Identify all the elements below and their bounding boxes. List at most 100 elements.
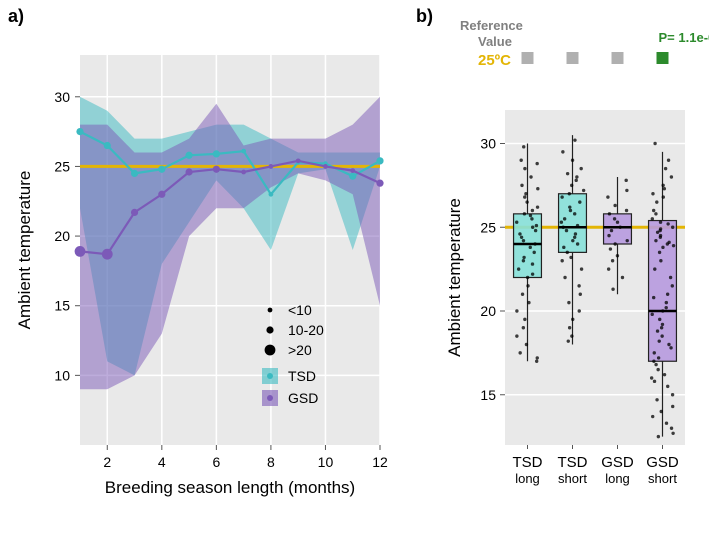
jitter-point: [518, 351, 521, 354]
TSD-point: [185, 152, 192, 159]
jitter-point: [671, 284, 674, 287]
y-tick-label: 10: [54, 367, 70, 383]
jitter-point: [665, 301, 668, 304]
y-tick-label: 30: [54, 89, 70, 105]
legend-size-label: >20: [288, 342, 312, 358]
jitter-point: [616, 254, 619, 257]
x-tick-label: 8: [267, 454, 275, 470]
jitter-point: [650, 376, 653, 379]
jitter-point: [573, 212, 576, 215]
jitter-point: [565, 229, 568, 232]
jitter-point: [570, 334, 573, 337]
jitter-point: [534, 229, 537, 232]
legend-size-dot: [266, 326, 273, 333]
jitter-point: [652, 360, 655, 363]
panelB-label: b): [416, 6, 433, 26]
jitter-point: [568, 192, 571, 195]
jitter-point: [664, 306, 667, 309]
TSD-point: [213, 150, 220, 157]
jitter-point: [607, 267, 610, 270]
x-tick-label: 12: [372, 454, 388, 470]
ref-header: Reference: [460, 18, 523, 33]
jitter-point: [533, 242, 536, 245]
jitter-point: [531, 272, 534, 275]
jitter-point: [523, 167, 526, 170]
x-sub: short: [558, 471, 587, 486]
figure-svg: 246810121015202530Breeding season length…: [0, 0, 709, 534]
legend-series-label: GSD: [288, 390, 318, 406]
jitter-point: [671, 432, 674, 435]
jitter-point: [669, 276, 672, 279]
jitter-point: [569, 209, 572, 212]
jitter-point: [560, 259, 563, 262]
jitter-point: [653, 380, 656, 383]
jitter-point: [563, 217, 566, 220]
legend-series-dot: [267, 373, 273, 379]
jitter-point: [665, 422, 668, 425]
sig-square: [612, 52, 624, 64]
jitter-point: [567, 339, 570, 342]
jitter-point: [535, 360, 538, 363]
jitter-point: [529, 246, 532, 249]
jitter-point: [523, 212, 526, 215]
TSD-point: [241, 149, 246, 154]
sig-square: [567, 52, 579, 64]
jitter-point: [573, 138, 576, 141]
jitter-point: [661, 309, 664, 312]
jitter-point: [531, 226, 534, 229]
jitter-point: [577, 284, 580, 287]
jitter-point: [525, 343, 528, 346]
jitter-point: [560, 221, 563, 224]
jitter-point: [571, 318, 574, 321]
jitter-point: [666, 222, 669, 225]
jitter-point: [659, 221, 662, 224]
jitter-point: [670, 175, 673, 178]
panelA-label: a): [8, 6, 24, 26]
jitter-point: [520, 236, 523, 239]
jitter-point: [654, 212, 657, 215]
jitter-point: [626, 239, 629, 242]
jitter-point: [561, 150, 564, 153]
jitter-point: [656, 329, 659, 332]
GSD-point: [376, 180, 383, 187]
y-axis-title: Ambient temperature: [15, 171, 34, 330]
jitter-point: [529, 214, 532, 217]
jitter-point: [608, 212, 611, 215]
jitter-point: [613, 242, 616, 245]
jitter-point: [515, 309, 518, 312]
jitter-point: [656, 231, 659, 234]
jitter-point: [522, 145, 525, 148]
x-cat: TSD: [558, 454, 588, 471]
jitter-point: [566, 251, 569, 254]
jitter-point: [659, 259, 662, 262]
jitter-point: [613, 217, 616, 220]
jitter-point: [610, 229, 613, 232]
jitter-point: [571, 239, 574, 242]
x-cat: GSD: [601, 454, 634, 471]
x-cat: TSD: [513, 454, 543, 471]
jitter-point: [573, 236, 576, 239]
jitter-point: [656, 368, 659, 371]
x-tick-label: 4: [158, 454, 166, 470]
jitter-point: [625, 189, 628, 192]
y-tick-label: 30: [480, 136, 496, 152]
y-tick-label: 15: [54, 298, 70, 314]
jitter-point: [654, 363, 657, 366]
jitter-point: [667, 159, 670, 162]
jitter-point: [521, 293, 524, 296]
jitter-point: [579, 293, 582, 296]
x-axis-title: Breeding season length (months): [105, 478, 355, 497]
jitter-point: [659, 227, 662, 230]
jitter-point: [560, 195, 563, 198]
TSD-point: [131, 170, 138, 177]
sig-square: [522, 52, 534, 64]
jitter-point: [582, 189, 585, 192]
jitter-point: [661, 246, 664, 249]
x-cat: GSD: [646, 454, 679, 471]
jitter-point: [655, 200, 658, 203]
jitter-point: [607, 234, 610, 237]
jitter-point: [660, 410, 663, 413]
jitter-point: [522, 259, 525, 262]
TSD-point: [104, 142, 111, 149]
GSD-point: [185, 168, 192, 175]
